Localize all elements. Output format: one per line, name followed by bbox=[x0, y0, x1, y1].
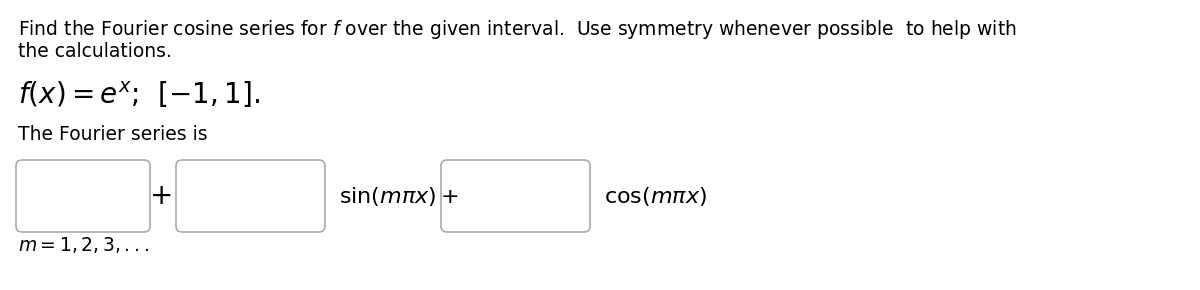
Text: The Fourier series is: The Fourier series is bbox=[18, 125, 208, 144]
Text: Find the Fourier cosine series for $f$ over the given interval.  Use symmetry wh: Find the Fourier cosine series for $f$ o… bbox=[18, 18, 1016, 41]
Text: +: + bbox=[150, 182, 174, 210]
Text: $f(x) = e^{x}$;  $[-1, 1]$.: $f(x) = e^{x}$; $[-1, 1]$. bbox=[18, 80, 260, 110]
FancyBboxPatch shape bbox=[176, 160, 325, 232]
Text: $\sin(m\pi x)+$: $\sin(m\pi x)+$ bbox=[340, 184, 460, 208]
FancyBboxPatch shape bbox=[16, 160, 150, 232]
Text: $\cos(m\pi x)$: $\cos(m\pi x)$ bbox=[604, 184, 707, 208]
FancyBboxPatch shape bbox=[442, 160, 590, 232]
Text: $m = 1, 2, 3, ...$: $m = 1, 2, 3, ...$ bbox=[18, 235, 149, 255]
Text: the calculations.: the calculations. bbox=[18, 42, 172, 61]
